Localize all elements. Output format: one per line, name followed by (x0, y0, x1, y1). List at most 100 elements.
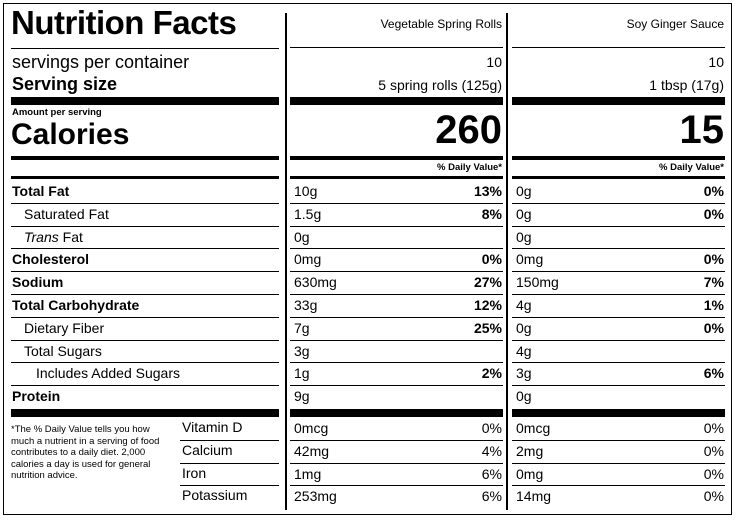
vitamin-label: Potassium (182, 487, 248, 504)
vitamin-amount: 0mcg (294, 420, 329, 436)
row-divider (290, 485, 503, 486)
row-divider (290, 385, 503, 386)
vitamins-thick-rule-left (11, 409, 279, 417)
nutrient-daily-value: 6% (703, 365, 724, 382)
vitamin-daily-value: 0% (481, 420, 502, 436)
nutrition-facts-panel (3, 3, 732, 515)
nutrient-label-text: Includes Added Sugars (36, 365, 180, 382)
column-divider-2 (506, 13, 508, 510)
nutrient-amount: 0g (294, 228, 310, 245)
nutrient-label-text: Sodium (12, 274, 64, 291)
serving-size-value-1: 5 spring rolls (125g) (378, 77, 502, 93)
row-divider (290, 440, 503, 441)
nutrient-label: Trans Fat (24, 229, 83, 245)
row-divider (180, 440, 279, 441)
row-divider (512, 362, 725, 363)
nutrient-daily-value: 25% (473, 319, 502, 336)
row-divider (11, 203, 279, 204)
nutrient-amount: 0g (516, 388, 532, 405)
daily-value-header-2: % Daily Value* (659, 162, 724, 173)
header-rule-2 (512, 47, 725, 48)
row-divider (512, 203, 725, 204)
vitamin-daily-value: 6% (481, 465, 502, 482)
row-divider (11, 226, 279, 227)
servings-per-container-label: servings per container (12, 52, 190, 72)
row-divider (290, 340, 503, 341)
nutrient-label-text: Total Fat (12, 183, 70, 199)
row-divider (11, 362, 279, 363)
nutrient-amount: 0g (516, 205, 532, 222)
vitamin-label: Calcium (182, 441, 233, 458)
nutrient-label: Cholesterol (12, 251, 89, 267)
nutrient-label-text: Total Sugars (24, 342, 102, 359)
nutrient-amount: 4g (516, 342, 532, 359)
nutrient-daily-value: 12% (473, 297, 502, 313)
serving-size-value-2: 1 tbsp (17g) (649, 77, 724, 93)
row-divider (290, 226, 503, 227)
vitamin-amount: 2mg (516, 442, 544, 459)
nutrient-amount: 0mg (516, 251, 544, 268)
nutrient-daily-value: 7% (703, 274, 724, 291)
serving-thick-rule-left (11, 97, 279, 105)
row-divider (512, 340, 725, 341)
row-divider (512, 440, 725, 441)
title-rule (11, 48, 279, 49)
nutrient-amount: 0g (516, 228, 532, 245)
nutrient-label-text: Total Carbohydrate (12, 297, 140, 313)
nutrient-amount: 3g (516, 365, 532, 382)
vitamin-amount: 253mg (294, 488, 337, 505)
nutrient-label: Total Fat (12, 183, 69, 199)
row-divider (11, 271, 279, 272)
nutrient-amount: 0mg (294, 251, 322, 268)
vitamin-amount: 14mg (516, 488, 552, 505)
nutrient-label: Total Sugars (24, 343, 102, 359)
nutrient-label-text: Protein (12, 388, 61, 405)
calories-rule-2 (512, 156, 725, 160)
daily-value-header-1: % Daily Value* (437, 162, 502, 173)
header-rule-1 (290, 47, 503, 48)
nutrient-amount: 0g (516, 183, 532, 199)
nutrient-daily-value: 1% (703, 297, 724, 313)
nutrient-amount: 630mg (294, 274, 337, 291)
vitamin-daily-value: 0% (703, 488, 724, 505)
row-divider (290, 248, 503, 249)
calories-label: Calories (11, 118, 130, 151)
nutrient-daily-value: 0% (703, 205, 724, 222)
nutrient-label: Saturated Fat (24, 206, 109, 222)
calories-rule-1 (290, 156, 503, 160)
row-divider (512, 317, 725, 318)
nutrient-amount: 4g (516, 297, 532, 313)
vitamin-daily-value: 4% (481, 442, 502, 459)
servings-value-1: 10 (486, 54, 502, 70)
vitamin-daily-value: 0% (703, 420, 724, 436)
column-divider-1 (285, 13, 287, 510)
vitamins-thick-rule-2 (512, 409, 725, 417)
dv-header-rule-1 (290, 176, 503, 179)
nutrient-daily-value: 2% (481, 365, 502, 382)
vitamin-amount: 42mg (294, 442, 330, 459)
nutrient-amount: 10g (294, 183, 318, 199)
vitamin-label: Iron (182, 464, 207, 481)
vitamin-label: Vitamin D (182, 419, 243, 435)
nutrient-daily-value: 0% (481, 251, 502, 268)
serving-size-label: Serving size (12, 74, 118, 94)
row-divider (512, 248, 725, 249)
nutrient-amount: 150mg (516, 274, 559, 291)
row-divider (512, 226, 725, 227)
nutrient-label: Protein (12, 388, 60, 404)
row-divider (512, 385, 725, 386)
serving-thick-rule-2 (512, 97, 725, 105)
row-divider (290, 317, 503, 318)
product-name-1: Vegetable Spring Rolls (380, 17, 502, 31)
nutrient-label-text: Fat (58, 228, 83, 245)
row-divider (290, 203, 503, 204)
row-divider (512, 294, 725, 295)
vitamin-amount: 0mg (516, 465, 544, 482)
nutrient-daily-value: 13% (473, 183, 502, 199)
nutrient-amount: 1g (294, 365, 310, 382)
nutrient-amount: 3g (294, 342, 310, 359)
daily-value-footnote: *The % Daily Value tells you how much a … (11, 424, 160, 481)
nutrient-amount: 33g (294, 297, 318, 313)
row-divider (512, 271, 725, 272)
row-divider (11, 340, 279, 341)
